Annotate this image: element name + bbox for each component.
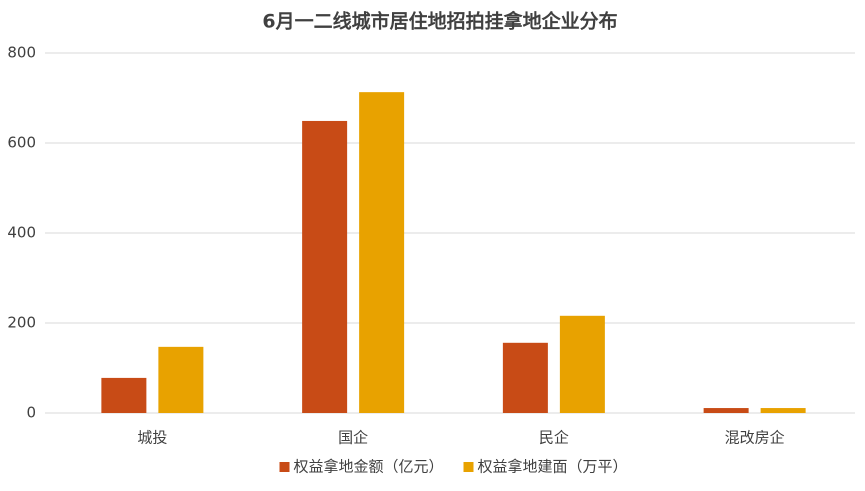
y-tick-label: 600 bbox=[7, 134, 36, 152]
y-tick-label: 200 bbox=[7, 314, 36, 332]
bar bbox=[703, 408, 749, 413]
bar bbox=[302, 120, 348, 413]
bar bbox=[158, 346, 204, 413]
x-tick-label: 民企 bbox=[539, 429, 569, 447]
legend-label: 权益拿地建面（万平） bbox=[478, 458, 628, 476]
legend-swatch bbox=[463, 462, 474, 472]
x-tick-label: 国企 bbox=[338, 429, 368, 447]
x-tick-label: 混改房企 bbox=[725, 429, 785, 447]
chart-title: 6月一二线城市居住地招拍挂拿地企业分布 bbox=[262, 10, 617, 33]
y-tick-label: 0 bbox=[26, 404, 36, 422]
bar bbox=[101, 377, 147, 413]
bar bbox=[760, 408, 806, 413]
x-tick-label: 城投 bbox=[137, 429, 167, 447]
bar bbox=[359, 92, 405, 414]
y-tick-label: 400 bbox=[7, 224, 36, 242]
y-tick-label: 800 bbox=[7, 44, 36, 62]
bar bbox=[502, 342, 548, 413]
bar bbox=[559, 315, 605, 413]
legend-swatch bbox=[279, 462, 290, 472]
legend-label: 权益拿地金额（亿元） bbox=[294, 458, 444, 476]
